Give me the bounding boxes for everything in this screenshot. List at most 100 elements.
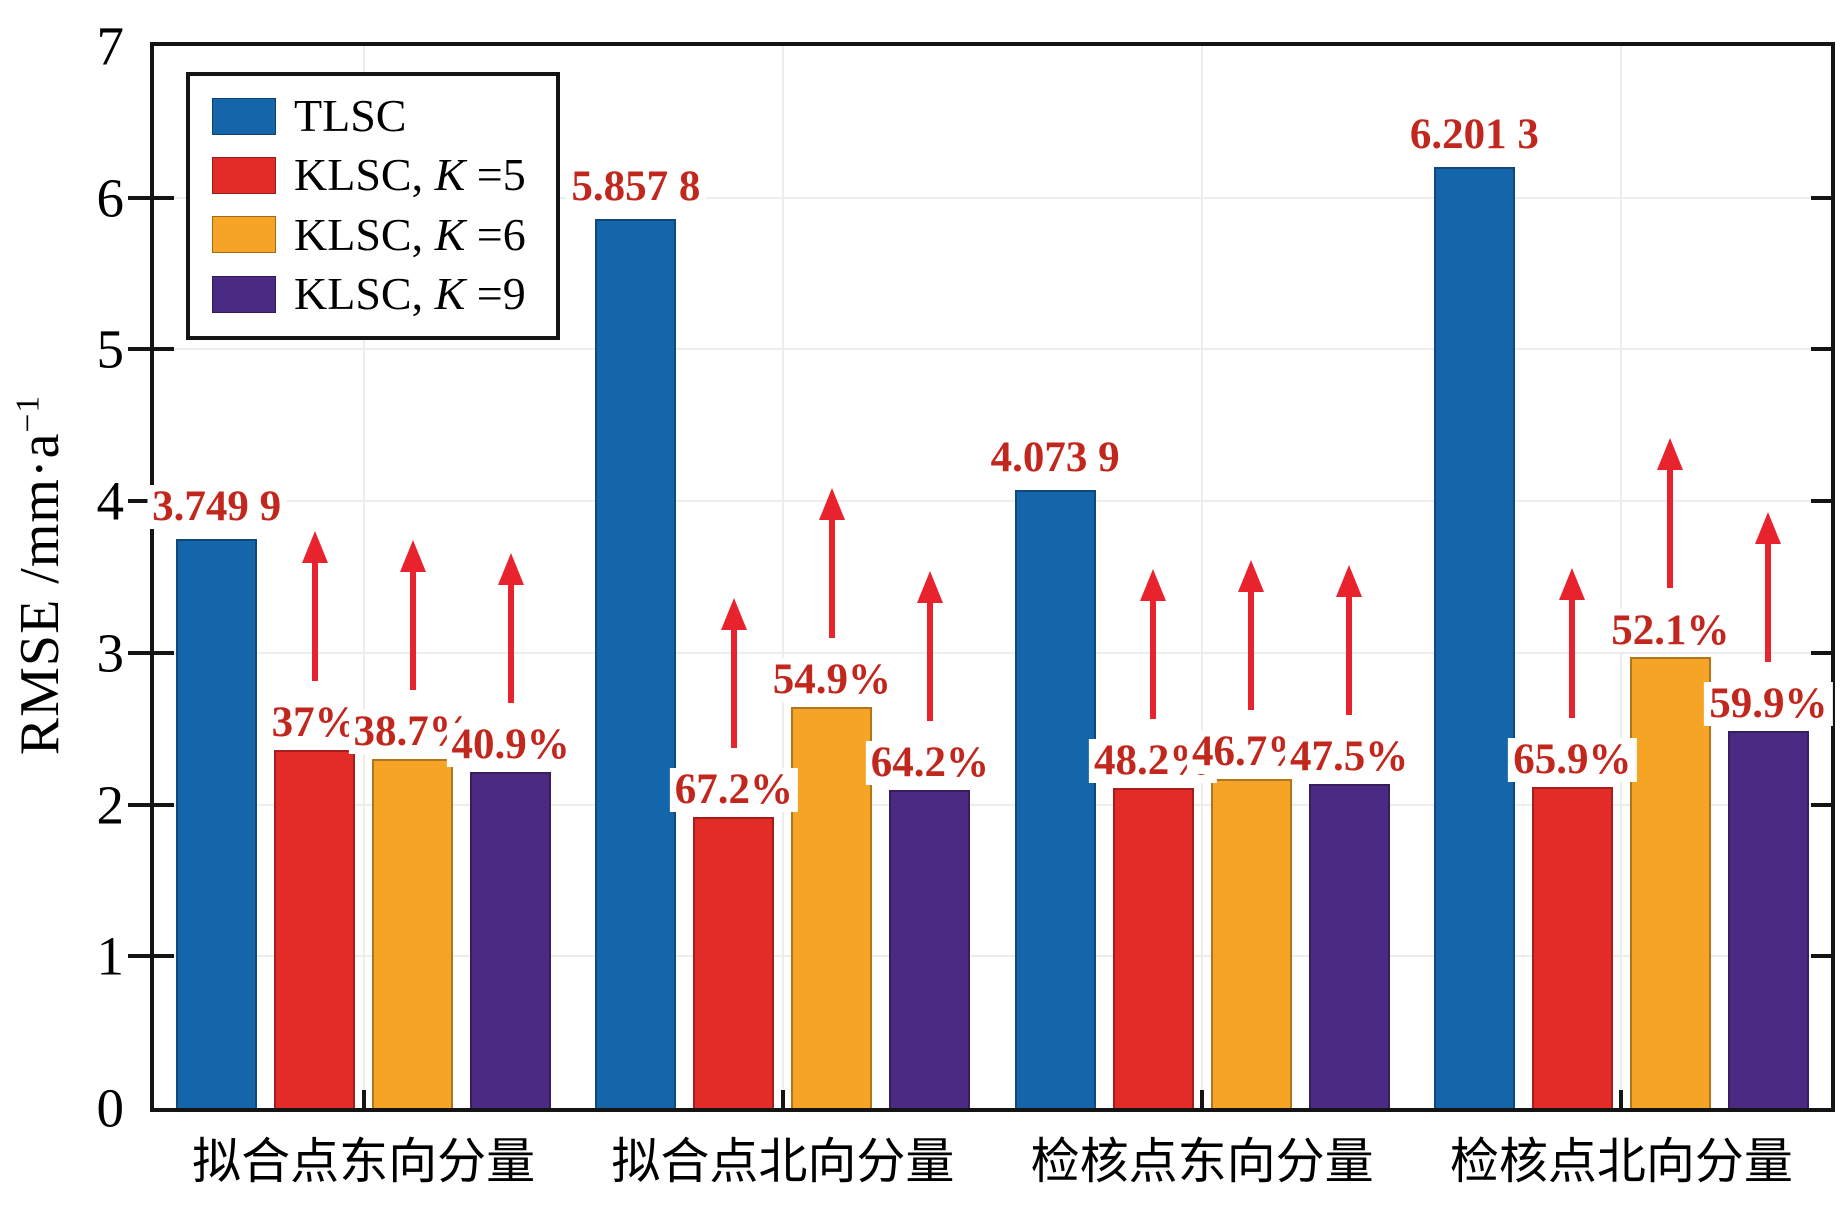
horizontal-gridline bbox=[154, 651, 1831, 654]
horizontal-gridline bbox=[154, 500, 1831, 503]
bar-klsc-k-9 bbox=[470, 771, 552, 1108]
y-axis-tick bbox=[128, 650, 150, 655]
up-arrow-svg bbox=[818, 488, 845, 639]
legend-swatch bbox=[212, 156, 276, 194]
up-arrow-svg bbox=[1559, 568, 1586, 719]
y-axis-tick bbox=[1811, 802, 1831, 807]
bar-cell: 67.2% bbox=[669, 46, 798, 1108]
bar-group: 4.073 9 48.2% 46.7% 47.5% bbox=[985, 46, 1414, 1108]
y-tick-label: 7 bbox=[96, 15, 125, 77]
legend-item: TLSC bbox=[212, 90, 526, 141]
improvement-percent-label: 47.5% bbox=[1285, 734, 1414, 779]
legend-item: KLSC, K =6 bbox=[212, 210, 526, 259]
y-axis-tick bbox=[1811, 499, 1831, 504]
up-arrow-svg bbox=[1140, 568, 1167, 719]
bar-cell: 59.9% bbox=[1704, 46, 1833, 1108]
bar-cell: 64.2% bbox=[865, 46, 994, 1108]
bar-cell: 37% bbox=[266, 46, 363, 1108]
y-tick-label: 0 bbox=[96, 1077, 125, 1139]
x-axis-tick bbox=[780, 1090, 785, 1108]
y-axis-tick bbox=[1811, 954, 1831, 959]
bar-cell: 4.073 9 bbox=[985, 46, 1125, 1108]
y-tick-label: 2 bbox=[96, 774, 125, 836]
legend-label: TLSC bbox=[294, 90, 407, 141]
y-axis-tick bbox=[1811, 195, 1831, 200]
x-category-label: 拟合点东向分量 bbox=[192, 1134, 536, 1189]
improvement-percent-label: 40.9% bbox=[446, 723, 575, 767]
y-axis-tick bbox=[128, 499, 150, 504]
bar-klsc-k-5 bbox=[1531, 787, 1613, 1108]
x-axis-tick bbox=[1619, 1090, 1624, 1108]
bar-klsc-k-5 bbox=[274, 749, 356, 1108]
bar-cell: 6.201 3 bbox=[1404, 46, 1544, 1108]
y-tick-label: 4 bbox=[96, 470, 125, 532]
x-category-label: 检核点北向分量 bbox=[1449, 1134, 1793, 1189]
bar-klsc-k-6 bbox=[791, 707, 873, 1108]
horizontal-gridline bbox=[154, 803, 1831, 806]
bar-klsc-k-9 bbox=[1727, 730, 1809, 1108]
bar-klsc-k-6 bbox=[372, 759, 454, 1108]
bar-tlsc bbox=[176, 539, 258, 1108]
bar-klsc-k-6 bbox=[1629, 657, 1711, 1108]
y-axis-tick bbox=[128, 802, 150, 807]
bar-tlsc bbox=[1014, 489, 1096, 1108]
y-tick-label: 5 bbox=[96, 318, 125, 380]
up-arrow-svg bbox=[497, 552, 524, 703]
bar-klsc-k-9 bbox=[1308, 783, 1390, 1108]
legend-swatch bbox=[212, 97, 276, 135]
bar-cell: 5.857 8 bbox=[566, 46, 706, 1108]
up-arrow-svg bbox=[916, 570, 943, 721]
x-axis-tick bbox=[1200, 1090, 1205, 1108]
bar-klsc-k-9 bbox=[889, 789, 971, 1108]
up-arrow-icon bbox=[1235, 559, 1267, 715]
improvement-percent-label: 65.9% bbox=[1508, 738, 1637, 783]
bar-cell: 52.1% bbox=[1606, 46, 1735, 1108]
improvement-percent-label: 59.9% bbox=[1704, 682, 1833, 726]
y-axis-tick bbox=[154, 347, 174, 352]
bar-cell: 47.5% bbox=[1285, 46, 1414, 1108]
bar-klsc-k-6 bbox=[1210, 778, 1292, 1108]
horizontal-gridline bbox=[154, 348, 1831, 351]
up-arrow-icon bbox=[718, 597, 750, 753]
bar-tlsc bbox=[595, 219, 677, 1108]
legend-swatch bbox=[212, 275, 276, 313]
x-axis-category-labels: 拟合点东向分量 拟合点北向分量 检核点东向分量 检核点北向分量 bbox=[154, 1122, 1831, 1193]
vertical-gridline bbox=[1620, 46, 1623, 1108]
horizontal-gridline bbox=[154, 955, 1831, 958]
y-axis-tick bbox=[154, 195, 174, 200]
legend-label: KLSC, K =9 bbox=[294, 267, 526, 319]
improvement-percent-label: 37% bbox=[266, 700, 363, 745]
plot-area: 3.749 9 37% 38.7% 40.9% 5.857 8 67.2% 54.9% 64.… bbox=[128, 42, 1835, 1112]
up-arrow-icon bbox=[299, 530, 331, 686]
y-axis-tick bbox=[154, 650, 174, 655]
bar-cell: 48.2% bbox=[1089, 46, 1218, 1108]
up-arrow-icon bbox=[1333, 564, 1365, 720]
improvement-percent-label: 67.2% bbox=[669, 767, 798, 812]
bar-tlsc bbox=[1433, 167, 1515, 1108]
bar-cell: 46.7% bbox=[1187, 46, 1316, 1108]
up-arrow-icon bbox=[816, 488, 848, 643]
bar-row: 6.201 3 65.9% 52.1% 59.9% bbox=[1404, 46, 1833, 1108]
bar-row: 4.073 9 48.2% 46.7% 47.5% bbox=[985, 46, 1414, 1108]
bar-row: 3.749 9 37% 38.7% 40.9% bbox=[147, 46, 575, 1108]
up-arrow-svg bbox=[1755, 511, 1782, 662]
up-arrow-svg bbox=[1336, 564, 1363, 715]
improvement-percent-label: 52.1% bbox=[1606, 608, 1735, 653]
legend-item: KLSC, K =9 bbox=[212, 267, 526, 319]
bar-group: 5.857 8 67.2% 54.9% 64.2% bbox=[566, 46, 994, 1108]
legend-item: KLSC, K =5 bbox=[212, 151, 526, 199]
bar-klsc-k-5 bbox=[1112, 787, 1194, 1108]
x-category-label: 拟合点北向分量 bbox=[611, 1134, 955, 1189]
up-arrow-icon bbox=[1137, 568, 1169, 724]
bar-value-label: 4.073 9 bbox=[985, 436, 1125, 480]
up-arrow-icon bbox=[914, 570, 946, 726]
y-axis-tick bbox=[1811, 347, 1831, 352]
up-arrow-icon bbox=[1752, 511, 1784, 667]
x-axis-tick bbox=[361, 1090, 366, 1108]
y-axis-tick bbox=[1811, 650, 1831, 655]
bar-cell: 40.9% bbox=[446, 46, 575, 1108]
improvement-percent-label: 64.2% bbox=[865, 741, 994, 785]
up-arrow-icon bbox=[1654, 438, 1686, 593]
vertical-gridline bbox=[781, 46, 784, 1108]
